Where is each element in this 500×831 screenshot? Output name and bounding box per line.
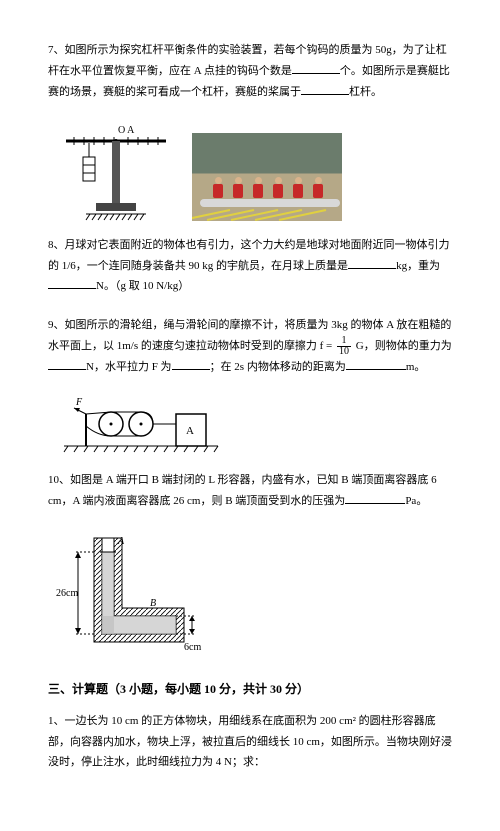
- svg-text:F: F: [75, 397, 83, 408]
- q9-text5: m。: [406, 361, 426, 373]
- q9-blank3: [346, 358, 406, 370]
- q7-blank1: [292, 62, 340, 74]
- q10-text2: Pa。: [405, 495, 427, 507]
- q10-figure: A B 26cm 6cm: [56, 530, 452, 660]
- q9-blank2: [172, 358, 210, 370]
- q7-figures: O A: [56, 121, 452, 221]
- q8-text3: N。（g 取 10 N/kg）: [96, 280, 189, 292]
- q9-text4: ；在 2s 内物体移动的距离为: [210, 361, 346, 373]
- q10-blank1: [345, 492, 405, 504]
- q9-blank1: [48, 358, 86, 370]
- q7-blank2: [301, 83, 349, 95]
- svg-text:A: A: [117, 536, 125, 547]
- q10-number: 10: [48, 474, 59, 486]
- q8-blank2: [48, 277, 96, 289]
- svg-text:A: A: [186, 425, 194, 437]
- q7-text3: 杠杆。: [349, 86, 382, 98]
- svg-text:B: B: [150, 598, 156, 609]
- label-OA: O A: [118, 125, 135, 136]
- section3-title: 三、计算题（3 小题，每小题 10 分，共计 30 分）: [48, 678, 452, 701]
- s3-q1-text: 、一边长为 10 cm 的正方体物块，用细线系在底面积为 200 cm² 的圆柱…: [48, 715, 452, 769]
- l-container-diagram: A B 26cm 6cm: [56, 530, 206, 660]
- svg-text:26cm: 26cm: [56, 588, 78, 599]
- lever-diagram: O A: [56, 121, 176, 221]
- q9-figure: A F: [56, 396, 452, 456]
- q9-text3: N，水平拉力 F 为: [86, 361, 172, 373]
- pulley-diagram: A F: [56, 396, 226, 456]
- rowing-photo: [192, 133, 342, 221]
- fraction-1-10: 110: [335, 336, 353, 357]
- q8-blank1: [348, 257, 396, 269]
- q9-text2: G，则物体的重力为: [353, 340, 452, 352]
- svg-text:6cm: 6cm: [184, 642, 201, 653]
- q8-text2: kg，重为: [396, 260, 440, 272]
